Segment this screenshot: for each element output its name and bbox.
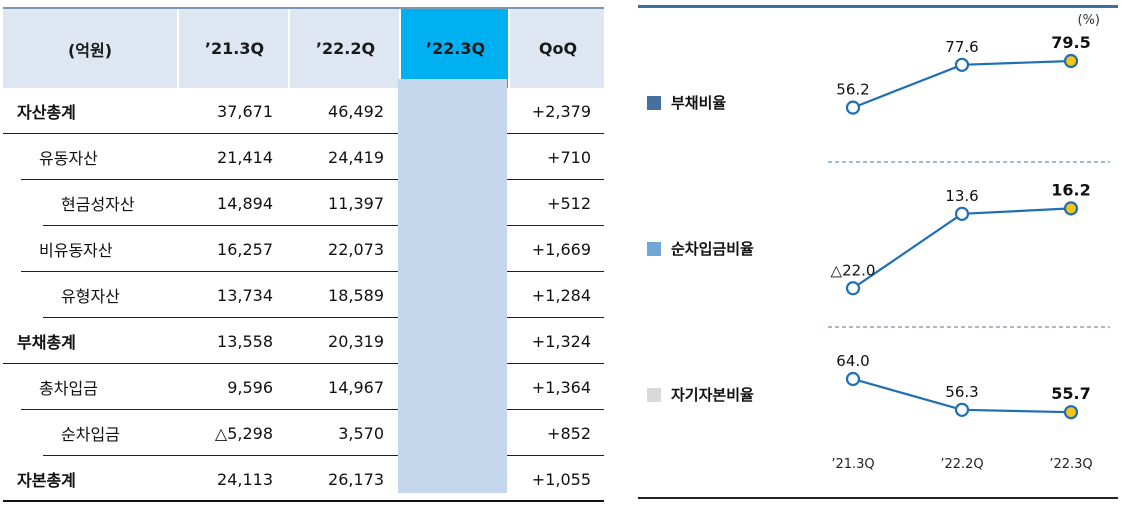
cell-col-22-2q: 46,492 bbox=[328, 101, 384, 121]
cell-col-qoq: +2,379 bbox=[531, 101, 591, 121]
point-net-debt-ratio bbox=[954, 206, 970, 221]
data-label-net-debt-ratio: 16.2 bbox=[1051, 180, 1090, 199]
data-label-net-debt-ratio: △22.0 bbox=[831, 261, 876, 279]
cell-col-21-3q: 13,558 bbox=[217, 331, 273, 351]
point-net-debt-ratio bbox=[1063, 201, 1079, 216]
row-label: 유형자산 bbox=[61, 287, 120, 306]
cell-col-qoq: +1,284 bbox=[531, 285, 591, 305]
cell-col-21-3q: 9,596 bbox=[227, 377, 273, 397]
header-unit: (억원) bbox=[67, 40, 113, 60]
cell-col-22-2q: 3,570 bbox=[338, 423, 384, 443]
legend-debt-ratio: 부채비율 bbox=[647, 92, 726, 113]
legend-net-debt-ratio: 순차입금비율 bbox=[647, 238, 754, 259]
cell-col-22-2q: 20,319 bbox=[328, 331, 384, 351]
data-label-equity-ratio: 64.0 bbox=[836, 352, 869, 370]
cell-col-qoq: +1,055 bbox=[531, 469, 591, 489]
unit-label: (%) bbox=[1078, 13, 1101, 28]
row-label: 순차입금 bbox=[61, 425, 120, 444]
point-net-debt-ratio bbox=[845, 281, 861, 296]
legend-swatch-debt-ratio bbox=[647, 95, 661, 110]
legend-label-net-debt-ratio: 순차입금비율 bbox=[671, 240, 754, 258]
point-equity-ratio bbox=[1063, 405, 1079, 420]
cell-col-qoq: +852 bbox=[547, 423, 591, 443]
row-label: 자산총계 bbox=[17, 103, 76, 122]
row-label: 총차입금 bbox=[39, 379, 98, 398]
point-debt-ratio bbox=[1063, 53, 1079, 69]
point-equity-ratio bbox=[954, 402, 970, 417]
point-equity-ratio bbox=[845, 371, 861, 387]
legend-label-equity-ratio: 자기자본비율 bbox=[671, 386, 754, 404]
legend-swatch-equity-ratio bbox=[647, 387, 661, 402]
x-tick-label: ’22.2Q bbox=[940, 457, 983, 472]
x-tick-label: ’22.3Q bbox=[1049, 457, 1092, 472]
legend-equity-ratio: 자기자본비율 bbox=[647, 384, 754, 405]
cell-col-21-3q: 21,414 bbox=[217, 147, 273, 167]
data-label-debt-ratio: 77.6 bbox=[945, 38, 978, 56]
data-label-equity-ratio: 56.3 bbox=[945, 383, 978, 401]
row-label: 비유동자산 bbox=[39, 241, 113, 260]
point-debt-ratio bbox=[845, 100, 861, 115]
header-qoq: QoQ bbox=[508, 9, 606, 88]
x-tick-label: ’21.3Q bbox=[831, 457, 874, 472]
cell-col-21-3q: 37,671 bbox=[217, 101, 273, 121]
legend-label-debt-ratio: 부채비율 bbox=[671, 94, 727, 112]
cell-col-21-3q: △5,298 bbox=[214, 423, 273, 443]
cell-col-21-3q: 14,894 bbox=[217, 193, 273, 213]
data-label-net-debt-ratio: 13.6 bbox=[945, 187, 978, 205]
cell-col-qoq: +512 bbox=[547, 193, 591, 213]
cell-col-21-3q: 24,113 bbox=[217, 469, 273, 489]
cell-col-22-2q: 26,173 bbox=[328, 469, 384, 489]
header-22-3q: ’22.3Q bbox=[399, 9, 510, 88]
cell-col-22-2q: 11,397 bbox=[328, 193, 384, 213]
cell-col-qoq: +1,364 bbox=[531, 377, 591, 397]
row-label: 부채총계 bbox=[17, 333, 76, 352]
data-label-equity-ratio: 55.7 bbox=[1051, 384, 1090, 403]
cell-col-22-2q: 18,589 bbox=[328, 285, 384, 305]
cell-col-qoq: +1,669 bbox=[531, 239, 591, 259]
row-label: 자본총계 bbox=[17, 471, 76, 490]
data-label-debt-ratio: 79.5 bbox=[1051, 33, 1090, 52]
row-label: 현금성자산 bbox=[61, 195, 135, 214]
cell-col-21-3q: 16,257 bbox=[217, 239, 273, 259]
cell-col-22-2q: 14,967 bbox=[328, 377, 384, 397]
legend-swatch-net-debt-ratio bbox=[647, 241, 661, 256]
header-21-3q: ’21.3Q bbox=[177, 9, 290, 88]
cell-col-22-2q: 22,073 bbox=[328, 239, 384, 259]
point-debt-ratio bbox=[954, 57, 970, 72]
cell-col-qoq: +710 bbox=[547, 147, 591, 167]
data-label-debt-ratio: 56.2 bbox=[836, 81, 869, 99]
table-header: (억원) ’21.3Q ’22.2Q ’22.3Q QoQ bbox=[3, 7, 604, 88]
highlight-column bbox=[398, 79, 507, 493]
chart-bottom-rule bbox=[638, 497, 1118, 499]
row-label: 유동자산 bbox=[39, 149, 98, 168]
cell-col-22-2q: 24,419 bbox=[328, 147, 384, 167]
header-22-2q: ’22.2Q bbox=[288, 9, 401, 88]
chart-top-rule bbox=[638, 5, 1118, 8]
cell-col-qoq: +1,324 bbox=[531, 331, 591, 351]
cell-col-21-3q: 13,734 bbox=[217, 285, 273, 305]
